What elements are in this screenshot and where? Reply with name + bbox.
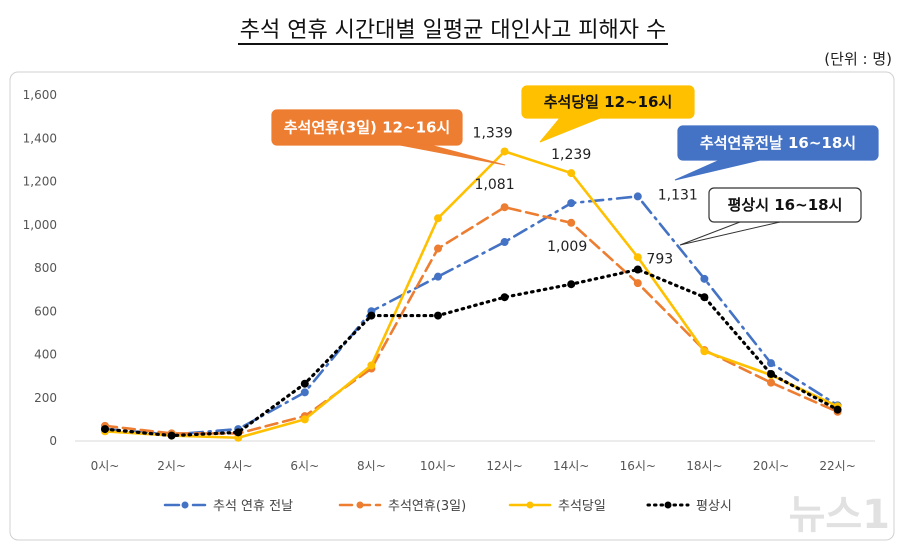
x-tick-label: 18시~ — [686, 459, 722, 473]
callout-box — [271, 109, 463, 146]
unit-label: (단위 : 명) — [824, 50, 892, 68]
callout-label: 추석연휴전날 16~18시 — [700, 134, 856, 152]
data-point — [434, 244, 442, 253]
legend-marker — [181, 501, 189, 509]
x-tick-label: 2시~ — [157, 459, 186, 473]
x-tick-label: 0시~ — [91, 459, 120, 473]
data-point — [500, 238, 509, 247]
data-point — [567, 169, 576, 178]
data-point — [567, 280, 576, 289]
data-point — [700, 293, 709, 302]
legend-label: 추석연휴(3일) — [388, 499, 466, 514]
callout-label: 추석당일 12~16시 — [544, 93, 673, 111]
data-point — [434, 214, 442, 223]
data-point — [633, 192, 642, 201]
y-tick-label: 600 — [34, 304, 57, 318]
data-point — [500, 293, 509, 302]
data-point — [500, 203, 509, 212]
x-tick-label: 4시~ — [224, 459, 253, 473]
chart-title-text: 추석 연휴 시간대별 일평균 대인사고 피해자 수 — [237, 18, 669, 45]
callout-pointer — [399, 144, 506, 166]
legend-marker — [526, 501, 534, 509]
data-label: 1,131 — [658, 187, 698, 203]
data-point — [633, 265, 642, 274]
legend-marker — [356, 501, 364, 509]
data-point — [234, 428, 243, 437]
data-label: 1,009 — [547, 239, 587, 255]
callout-pointer — [674, 159, 761, 181]
x-tick-label: 6시~ — [290, 459, 319, 473]
y-tick-label: 800 — [34, 261, 57, 275]
x-tick-label: 16시~ — [620, 459, 656, 473]
data-point — [300, 415, 309, 424]
y-tick-label: 0 — [49, 434, 57, 448]
data-point — [367, 311, 376, 320]
x-tick-label: 12시~ — [486, 459, 522, 473]
data-point — [500, 147, 509, 156]
watermark-logo: 뉴스1 — [789, 492, 890, 538]
legend-label: 추석 연휴 전날 — [213, 499, 293, 514]
chart-title: 추석 연휴 시간대별 일평균 대인사고 피해자 수 — [0, 12, 906, 45]
x-tick-label: 22시~ — [819, 459, 855, 473]
y-tick-label: 1,000 — [23, 218, 57, 232]
y-tick-label: 400 — [34, 348, 57, 362]
data-point — [101, 425, 109, 434]
data-point — [700, 347, 709, 356]
legend-label: 평상시 — [696, 499, 732, 514]
legend-label: 추석당일 — [558, 499, 606, 514]
data-point — [567, 218, 576, 227]
y-tick-label: 1,600 — [23, 88, 57, 102]
x-tick-label: 14시~ — [553, 459, 589, 473]
data-label: 793 — [646, 252, 673, 268]
data-point — [767, 369, 775, 378]
x-tick-label: 10시~ — [420, 459, 456, 473]
data-point — [367, 361, 376, 370]
callout-box — [677, 125, 879, 161]
data-point — [434, 311, 442, 320]
data-point — [567, 199, 576, 208]
data-point — [300, 388, 309, 397]
y-tick-label: 200 — [34, 391, 57, 405]
series-line-2 — [103, 149, 839, 440]
callout-label: 추석연휴(3일) 12~16시 — [284, 119, 451, 137]
series-line-1 — [103, 205, 839, 435]
data-point — [167, 431, 176, 440]
data-point — [767, 359, 775, 368]
data-point — [767, 378, 775, 387]
legend-marker — [664, 501, 672, 509]
data-label: 1,081 — [475, 177, 515, 193]
callout-label: 평상시 16~18시 — [728, 196, 843, 214]
data-point — [700, 274, 709, 283]
data-point — [833, 405, 842, 414]
data-point — [434, 272, 442, 281]
y-tick-label: 1,400 — [23, 131, 57, 145]
callout-pointer — [679, 221, 781, 246]
chart-border — [9, 71, 895, 541]
data-point — [633, 279, 642, 288]
callout-box — [708, 187, 862, 223]
x-tick-label: 8시~ — [357, 459, 386, 473]
data-label: 1,339 — [473, 125, 513, 141]
y-tick-label: 1,200 — [23, 175, 57, 189]
callout-box — [521, 85, 695, 119]
data-label: 1,239 — [551, 147, 591, 163]
series-line-3 — [103, 267, 840, 438]
data-point — [633, 253, 642, 262]
series-line-0 — [103, 195, 839, 436]
x-tick-label: 20시~ — [753, 459, 789, 473]
callout-pointer — [539, 117, 601, 143]
data-point — [300, 379, 309, 388]
